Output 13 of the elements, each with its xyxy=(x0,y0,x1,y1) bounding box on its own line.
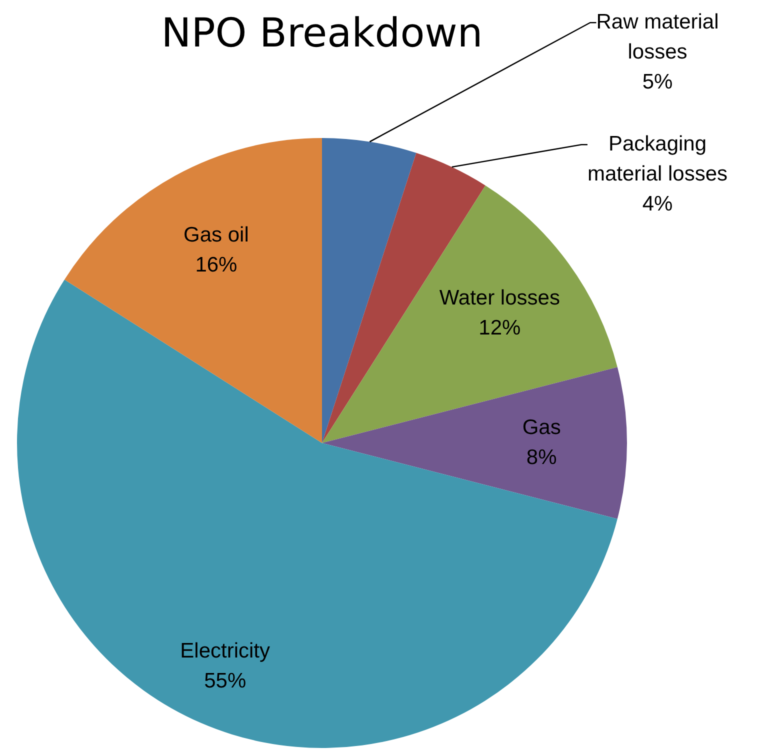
data-label: 55% xyxy=(204,670,246,693)
slice-label: Packaging material losses xyxy=(587,132,728,186)
slice-label: Gas xyxy=(522,416,561,439)
data-label: 12% xyxy=(478,316,521,340)
data-label: 8% xyxy=(526,446,557,469)
slice-label: Raw material losses xyxy=(596,10,719,64)
data-label: 4% xyxy=(642,192,673,216)
data-label: 16% xyxy=(195,253,238,276)
data-label: 5% xyxy=(642,70,673,94)
chart-title: NPO Breakdown xyxy=(161,10,483,56)
slice-label: Electricity xyxy=(180,640,271,663)
slice-label: Water losses xyxy=(439,286,560,310)
slice-label: Gas oil xyxy=(184,223,249,246)
